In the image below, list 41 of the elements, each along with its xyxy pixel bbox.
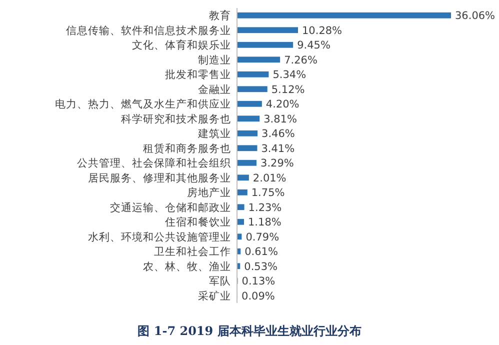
y-tick-label: 公共管理、社会保障和社会组织 — [77, 156, 231, 170]
y-tick-label: 房地产业 — [187, 186, 231, 200]
data-label: 0.53% — [244, 260, 278, 273]
data-label: 3.29% — [260, 158, 294, 170]
y-tick-label: 租赁和商务服务也 — [143, 142, 231, 155]
y-tick-label: 住宿和餐饮业 — [165, 216, 231, 229]
y-tick-label: 信息传输、软件和信息技术服务业 — [66, 24, 231, 37]
data-label: 3.41% — [261, 142, 295, 155]
data-label: 0.79% — [246, 231, 280, 244]
data-label: 36.06% — [455, 10, 496, 22]
data-label: 7.26% — [284, 54, 318, 66]
y-tick-label: 农、林、牧、渔业 — [143, 260, 231, 273]
y-tick-label: 电力、热力、燃气及水生产和供应业 — [55, 98, 231, 111]
data-label: 1.23% — [248, 202, 282, 214]
data-label: 5.12% — [271, 84, 305, 96]
data-label: 9.45% — [297, 40, 330, 52]
y-tick-label: 金融业 — [198, 82, 231, 96]
data-label: 4.20% — [266, 98, 300, 111]
y-tick-label: 卫生和社会工作 — [154, 245, 231, 258]
data-label: 3.81% — [264, 113, 297, 126]
y-tick-label: 文化、体育和娱乐业 — [132, 38, 231, 52]
data-label: 3.46% — [262, 128, 295, 140]
data-label: 10.28% — [302, 24, 342, 37]
y-tick-label: 批发和零售业 — [165, 68, 231, 82]
data-label: 0.13% — [242, 276, 276, 288]
text: 图 1-7 2019 届本科毕业生就业行业分布 — [138, 324, 362, 338]
y-tick-label: 采矿业 — [198, 289, 231, 302]
y-tick-label: 建筑业 — [197, 127, 231, 140]
data-label: 0.09% — [242, 290, 275, 302]
y-tick-label: 制造业 — [198, 53, 231, 66]
y-tick-label: 居民服务、修理和其他服务业 — [88, 171, 231, 184]
data-label: 0.61% — [244, 246, 278, 258]
y-tick-label: 教育 — [209, 9, 231, 22]
data-label: 1.18% — [248, 216, 282, 229]
y-tick-label: 科学研究和技术服务也 — [121, 112, 231, 126]
data-label: 1.75% — [251, 187, 285, 200]
y-tick-label: 军队 — [209, 276, 231, 288]
data-label: 5.34% — [272, 69, 306, 82]
y-tick-label: 交通运输、仓储和邮政业 — [110, 200, 231, 214]
y-tick-label: 水利、环境和公共设施管理业 — [88, 230, 231, 244]
data-label: 2.01% — [252, 172, 286, 184]
